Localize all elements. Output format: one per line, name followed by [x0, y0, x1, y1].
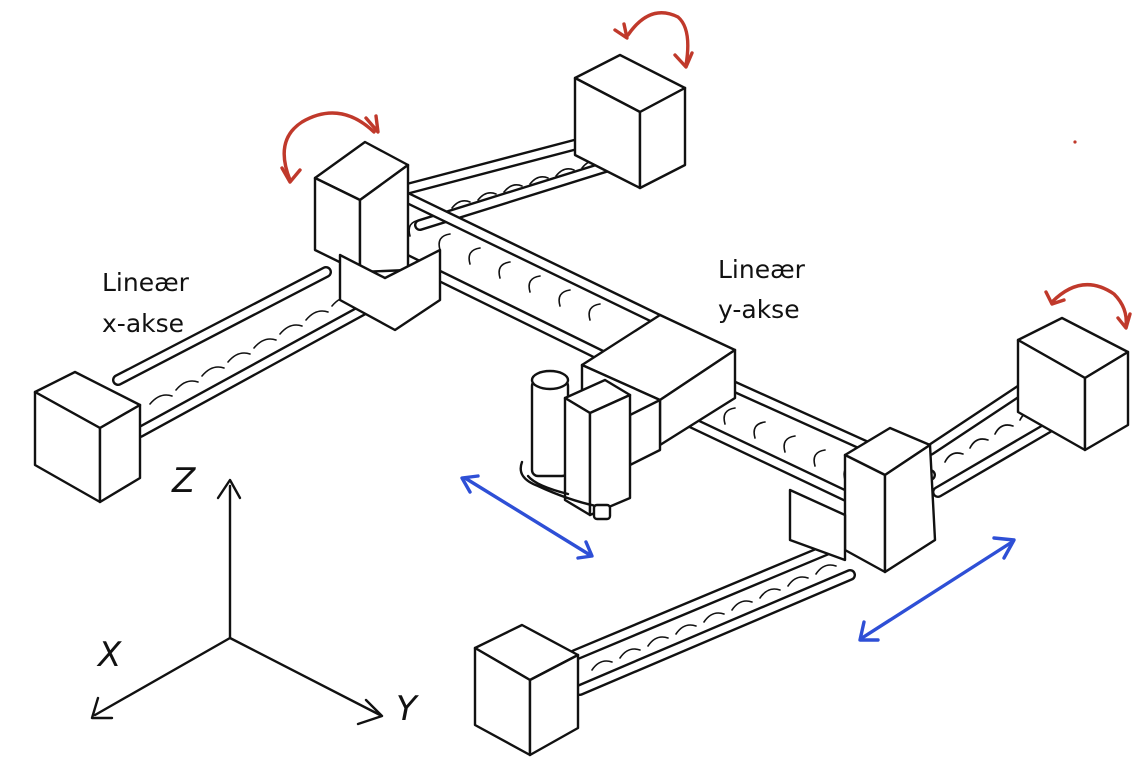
x-axis-label-line1: Lineær	[102, 268, 190, 297]
translation-arrow-right	[858, 536, 1016, 642]
front-left-block	[33, 370, 142, 504]
x-axis-label-line2: x-akse	[102, 309, 184, 338]
y-axis-label-line2: y-akse	[718, 295, 800, 324]
axis-letter-z: Z	[171, 461, 196, 501]
left-x-rail	[112, 266, 378, 438]
mid-left-carriage	[313, 140, 442, 332]
right-carriage	[788, 426, 937, 574]
rotation-arrow-mid	[280, 111, 380, 184]
coordinate-axes: Z X Y	[90, 461, 419, 729]
far-right-block	[1016, 316, 1130, 452]
tool-head	[519, 369, 632, 521]
translation-arrow-left	[460, 474, 594, 560]
rotation-arrow-back	[613, 11, 694, 69]
front-rail	[569, 534, 856, 696]
stray-mark	[1073, 140, 1077, 144]
axis-letter-y: Y	[396, 689, 419, 729]
rear-lead-screw	[451, 160, 601, 209]
front-lead-screw	[591, 564, 837, 671]
back-right-block	[573, 53, 687, 190]
y-axis-label-line1: Lineær	[718, 255, 806, 284]
axis-letter-x: X	[96, 635, 122, 675]
left-lead-screw	[149, 296, 355, 405]
rotation-arrow-right	[1044, 283, 1132, 330]
front-block	[473, 623, 580, 757]
